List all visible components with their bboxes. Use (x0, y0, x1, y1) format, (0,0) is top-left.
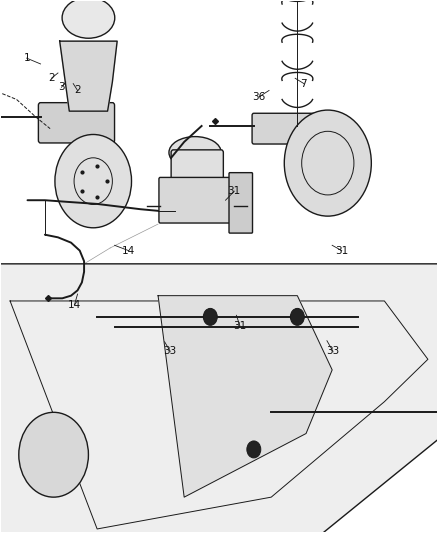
Text: 31: 31 (228, 186, 241, 196)
Ellipse shape (169, 136, 221, 168)
Text: 2: 2 (48, 73, 55, 83)
Text: 14: 14 (122, 246, 135, 256)
Text: 7: 7 (300, 78, 307, 88)
Ellipse shape (276, 0, 319, 2)
Ellipse shape (62, 0, 115, 38)
Circle shape (290, 309, 304, 325)
Circle shape (247, 441, 261, 458)
FancyBboxPatch shape (39, 103, 115, 143)
Polygon shape (158, 296, 332, 497)
Polygon shape (60, 41, 117, 111)
FancyBboxPatch shape (252, 114, 317, 144)
Text: 31: 31 (335, 246, 348, 256)
Text: 2: 2 (74, 85, 81, 95)
Text: 3: 3 (58, 82, 65, 92)
Circle shape (284, 110, 371, 216)
Text: 33: 33 (326, 346, 339, 357)
Circle shape (203, 309, 217, 325)
Text: 36: 36 (252, 92, 266, 102)
Circle shape (55, 134, 131, 228)
Polygon shape (0, 264, 438, 533)
Text: 33: 33 (164, 346, 177, 357)
Text: 31: 31 (233, 321, 247, 331)
FancyBboxPatch shape (229, 173, 253, 233)
Text: 14: 14 (68, 300, 81, 310)
Text: 1: 1 (23, 53, 30, 63)
Circle shape (19, 413, 88, 497)
FancyBboxPatch shape (171, 150, 223, 187)
FancyBboxPatch shape (159, 177, 236, 223)
